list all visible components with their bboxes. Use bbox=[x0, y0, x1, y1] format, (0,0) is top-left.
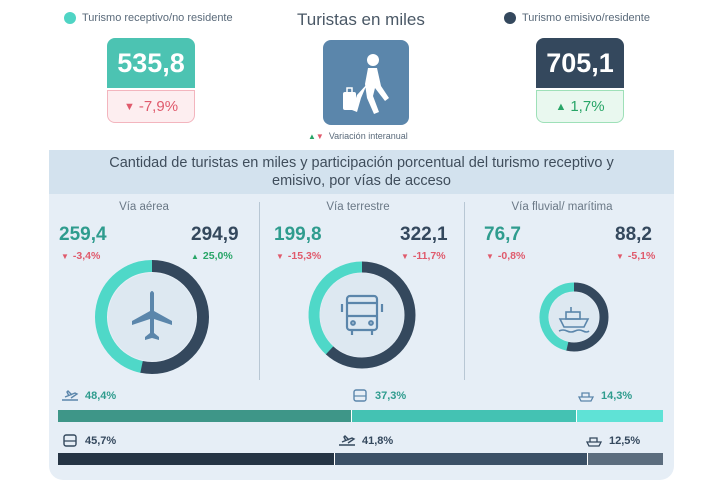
share-bar-segment-area bbox=[334, 453, 588, 465]
up-triangle-icon: ▲ bbox=[191, 251, 199, 261]
legend-receptivo: Turismo receptivo/no residente bbox=[64, 12, 233, 24]
share-emisivo-terrestre-label: 45,7% bbox=[85, 435, 117, 447]
aerea-receptivo-value: 259,4 bbox=[59, 224, 107, 245]
ship-icon bbox=[585, 437, 603, 447]
kpi-emisivo-change-label: 1,7% bbox=[570, 98, 605, 115]
share-receptivo-fluvial-label: 14,3% bbox=[601, 390, 633, 402]
legend-receptivo-label: Turismo receptivo/no residente bbox=[82, 12, 233, 24]
down-triangle-icon: ▼ bbox=[486, 251, 494, 261]
terrestre-emisivo-change-label: -11,7% bbox=[412, 250, 446, 262]
terrestre-donut-chart bbox=[308, 261, 416, 369]
fluvial-emisivo-change: ▼ -5,1% bbox=[616, 250, 655, 262]
fluvial-receptivo-change-label: -0,8% bbox=[497, 250, 526, 262]
walking-tourist-icon bbox=[323, 40, 409, 125]
donut-center bbox=[549, 292, 599, 342]
kpi-receptivo-value: 535,8 bbox=[107, 38, 195, 88]
share-receptivo-terrestre: 37,3% bbox=[351, 389, 406, 403]
down-triangle-icon: ▼ bbox=[276, 251, 284, 261]
section-divider bbox=[464, 202, 465, 380]
plane-icon bbox=[132, 291, 172, 340]
terrestre-receptivo-value: 199,8 bbox=[274, 224, 322, 245]
emisivo-share-bar bbox=[58, 453, 663, 465]
plane-icon bbox=[339, 435, 356, 446]
down-triangle-icon: ▼ bbox=[315, 131, 324, 141]
panel-title: Cantidad de turistas en miles y particip… bbox=[49, 150, 674, 194]
variation-note-label: Variación interanual bbox=[328, 131, 408, 141]
aerea-donut-chart bbox=[95, 260, 209, 374]
aerea-emisivo-value: 294,9 bbox=[191, 224, 239, 245]
share-receptivo-aerea-label: 48,4% bbox=[85, 390, 117, 402]
fluvial-receptivo-value: 76,7 bbox=[484, 224, 521, 245]
aerea-receptivo-change: ▼ -3,4% bbox=[61, 250, 100, 262]
aerea-emisivo-change: ▲ 25,0% bbox=[191, 250, 233, 262]
section-title-terrestre: Vía terrestre bbox=[326, 201, 390, 213]
legend-dot-receptivo bbox=[64, 12, 76, 24]
down-triangle-icon: ▼ bbox=[123, 100, 135, 113]
kpi-emisivo-value: 705,1 bbox=[536, 38, 624, 88]
plane-icon bbox=[62, 390, 79, 401]
ship-icon bbox=[558, 307, 590, 333]
aerea-receptivo-change-label: -3,4% bbox=[72, 250, 101, 262]
terrestre-emisivo-value: 322,1 bbox=[400, 224, 448, 245]
section-title-aerea: Vía aérea bbox=[119, 201, 169, 213]
share-bar-segment-terrestre bbox=[350, 410, 577, 422]
share-bar-segment-fluvial bbox=[576, 410, 663, 422]
fluvial-donut-chart bbox=[539, 282, 609, 352]
share-bar-segment-area bbox=[58, 410, 351, 422]
terrestre-receptivo-change-label: -15,3% bbox=[287, 250, 322, 262]
legend-emisivo-label: Turismo emisivo/residente bbox=[522, 12, 650, 24]
kpi-emisivo: 705,1 ▲ 1,7% bbox=[536, 38, 624, 125]
section-title-fluvial: Vía fluvial/ marítima bbox=[511, 201, 613, 213]
donut-emisivo-segment bbox=[95, 260, 209, 374]
access-routes-panel: Cantidad de turistas en miles y particip… bbox=[49, 150, 674, 480]
aerea-emisivo-change-label: 25,0% bbox=[202, 250, 233, 262]
variation-note: ▲ ▼ Variación interanual bbox=[308, 131, 408, 141]
donut-emisivo-segment bbox=[308, 261, 416, 369]
legend-emisivo: Turismo emisivo/residente bbox=[504, 12, 650, 24]
kpi-receptivo: 535,8 ▼ -7,9% bbox=[107, 38, 195, 125]
share-emisivo-fluvial: 12,5% bbox=[585, 434, 640, 448]
down-triangle-icon: ▼ bbox=[401, 251, 409, 261]
kpi-emisivo-change: ▲ 1,7% bbox=[536, 90, 624, 123]
terrestre-receptivo-change: ▼ -15,3% bbox=[276, 250, 321, 262]
up-triangle-icon: ▲ bbox=[308, 131, 316, 141]
share-emisivo-aerea: 41,8% bbox=[338, 434, 393, 448]
ship-icon bbox=[577, 392, 595, 402]
receptivo-share-bar bbox=[58, 410, 663, 422]
kpi-receptivo-change: ▼ -7,9% bbox=[107, 90, 195, 123]
fluvial-emisivo-change-label: -5,1% bbox=[627, 250, 656, 262]
kpi-receptivo-change-label: -7,9% bbox=[138, 98, 179, 115]
down-triangle-icon: ▼ bbox=[61, 251, 69, 261]
share-bar-segment-fluvial bbox=[587, 453, 663, 465]
share-receptivo-terrestre-label: 37,3% bbox=[375, 390, 407, 402]
fluvial-receptivo-change: ▼ -0,8% bbox=[486, 250, 525, 262]
share-emisivo-terrestre: 45,7% bbox=[61, 434, 116, 448]
bus-icon bbox=[340, 294, 384, 335]
share-emisivo-fluvial-label: 12,5% bbox=[609, 435, 641, 447]
bus-icon bbox=[63, 434, 77, 447]
fluvial-emisivo-value: 88,2 bbox=[615, 224, 652, 245]
bus-icon bbox=[353, 389, 367, 402]
share-receptivo-aerea: 48,4% bbox=[61, 389, 116, 403]
donut-emisivo-segment bbox=[539, 282, 609, 352]
down-triangle-icon: ▼ bbox=[616, 251, 624, 261]
share-receptivo-fluvial: 14,3% bbox=[577, 389, 632, 403]
share-bar-segment-terrestre bbox=[58, 453, 335, 465]
terrestre-emisivo-change: ▼ -11,7% bbox=[401, 250, 446, 262]
up-triangle-icon: ▲ bbox=[555, 100, 567, 113]
section-divider bbox=[259, 202, 260, 380]
page-title: Turistas en miles bbox=[297, 10, 425, 29]
share-emisivo-aerea-label: 41,8% bbox=[362, 435, 394, 447]
legend-dot-emisivo bbox=[504, 12, 516, 24]
